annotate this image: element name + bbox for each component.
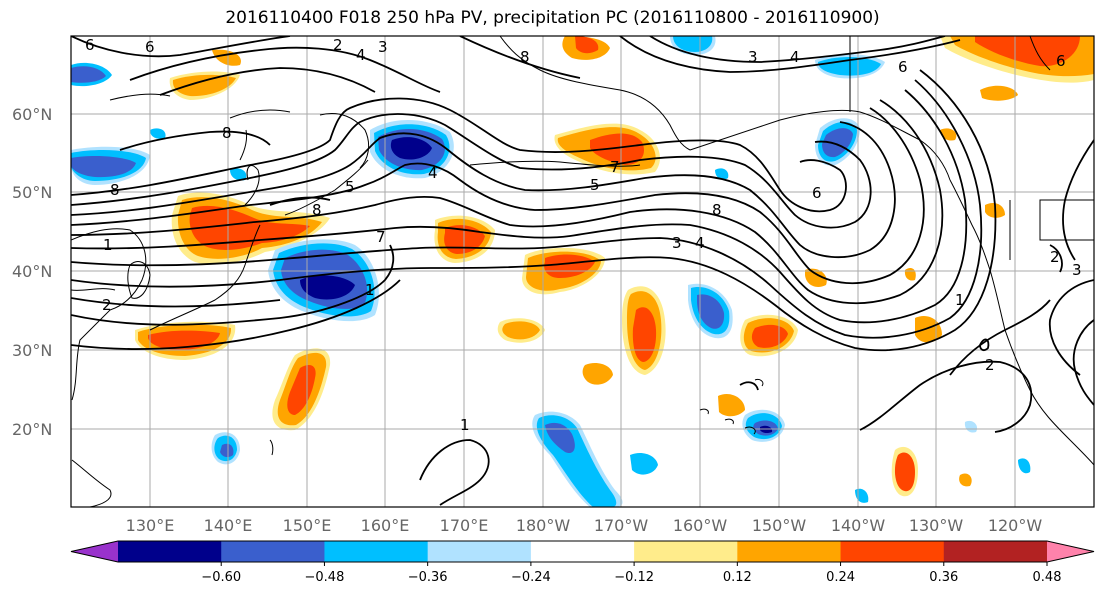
contour-label: 3: [1072, 261, 1082, 279]
precip-negative-areas: [71, 36, 1031, 507]
colorbar-tick-label: −0.24: [511, 570, 551, 585]
lon-label: 150°W: [752, 516, 807, 535]
colorbar-tick-label: 0.12: [723, 570, 752, 585]
contour-label: 1: [103, 236, 113, 254]
lon-label: 150°E: [283, 516, 332, 535]
contour-label: 1: [365, 281, 375, 299]
contour-label: 2: [985, 356, 995, 374]
lon-label: 140°W: [831, 516, 886, 535]
contour-label: 1: [955, 291, 965, 309]
contour-label: 6: [898, 58, 908, 76]
contour-label: 6: [145, 38, 155, 56]
contour-label: 8: [222, 124, 232, 142]
contour-label: 2: [1050, 248, 1060, 266]
contour-label: 8: [110, 181, 120, 199]
colorbar-segment: [634, 541, 738, 562]
contour-label: 2: [333, 36, 343, 54]
lon-label: 120°W: [988, 516, 1043, 535]
colorbar-segment: [427, 541, 532, 562]
contour-label: 7: [376, 228, 386, 246]
colorbar-segment: [530, 541, 635, 562]
colorbar-extend-max: [1047, 541, 1094, 562]
contour-label: 7: [610, 158, 620, 176]
colorbar-tick-label: −0.60: [201, 570, 241, 585]
contour-label: 5: [345, 178, 355, 196]
lat-label-50n: 50°N: [12, 183, 52, 202]
lon-label: 160°E: [361, 516, 410, 535]
lon-label: 140°E: [204, 516, 253, 535]
contour-label: 3: [378, 38, 388, 56]
longitude-labels: 130°E 140°E 150°E 160°E 170°E 180°W 170°…: [126, 516, 1043, 535]
lon-label: 160°W: [673, 516, 728, 535]
lon-label: 130°W: [909, 516, 964, 535]
colorbar-segment: [324, 541, 429, 562]
contour-label: 3: [672, 234, 682, 252]
contour-label: 5: [590, 176, 600, 194]
graticule: [71, 36, 1094, 507]
contour-label: 2: [102, 296, 112, 314]
colorbar-tick-label: 0.24: [826, 570, 855, 585]
colorbar-tick-label: −0.48: [305, 570, 345, 585]
colorbar: −0.60 −0.48 −0.36 −0.24 −0.12 0.12 0.24 0.36 0.4…: [70, 540, 1095, 585]
contour-label: 6: [1056, 52, 1066, 70]
map-title: 2016110400 F018 250 hPa PV, precipitatio…: [225, 8, 880, 28]
colorbar-tick-label: 0.48: [1033, 570, 1062, 585]
lon-label: 170°E: [440, 516, 489, 535]
colorbar-tick-label: −0.12: [614, 570, 654, 585]
contour-label: 1: [460, 416, 470, 434]
colorbar-extend-min: [71, 541, 118, 562]
contour-label: 4: [790, 48, 800, 66]
contour-label: 8: [712, 201, 722, 219]
contour-label: 8: [520, 48, 530, 66]
contour-label: 4: [356, 46, 366, 64]
colorbar-tick-label: 0.36: [929, 570, 958, 585]
pv-contours: [71, 36, 1094, 506]
contour-label: 8: [312, 201, 322, 219]
contour-labels: 6 6 2 4 3 8 3 4 6 6 8 8 4 5 7 5 8 6 1 7 …: [85, 36, 1082, 434]
lat-label-30n: 30°N: [12, 341, 52, 360]
colorbar-segment: [221, 541, 325, 562]
lon-label: 130°E: [126, 516, 175, 535]
contour-label: 4: [695, 234, 705, 252]
lat-label-20n: 20°N: [12, 420, 52, 439]
map-frame: [70, 35, 1095, 508]
contour-label: 6: [85, 36, 95, 54]
lat-label-60n: 60°N: [12, 105, 52, 124]
colorbar-outline: [70, 540, 1095, 563]
lon-label: 170°W: [594, 516, 649, 535]
contour-label: 4: [428, 164, 438, 182]
colorbar-segment: [943, 541, 1048, 562]
colorbar-segment: [840, 541, 945, 562]
latitude-labels: 60°N 50°N 40°N 30°N 20°N: [12, 105, 52, 439]
colorbar-segment: [737, 541, 842, 562]
colorbar-segment: [118, 541, 222, 562]
lat-label-40n: 40°N: [12, 262, 52, 281]
contour-label: 6: [812, 184, 822, 202]
contour-label: 3: [748, 48, 758, 66]
lon-label: 180°W: [516, 516, 571, 535]
colorbar-tick-label: −0.36: [408, 570, 448, 585]
